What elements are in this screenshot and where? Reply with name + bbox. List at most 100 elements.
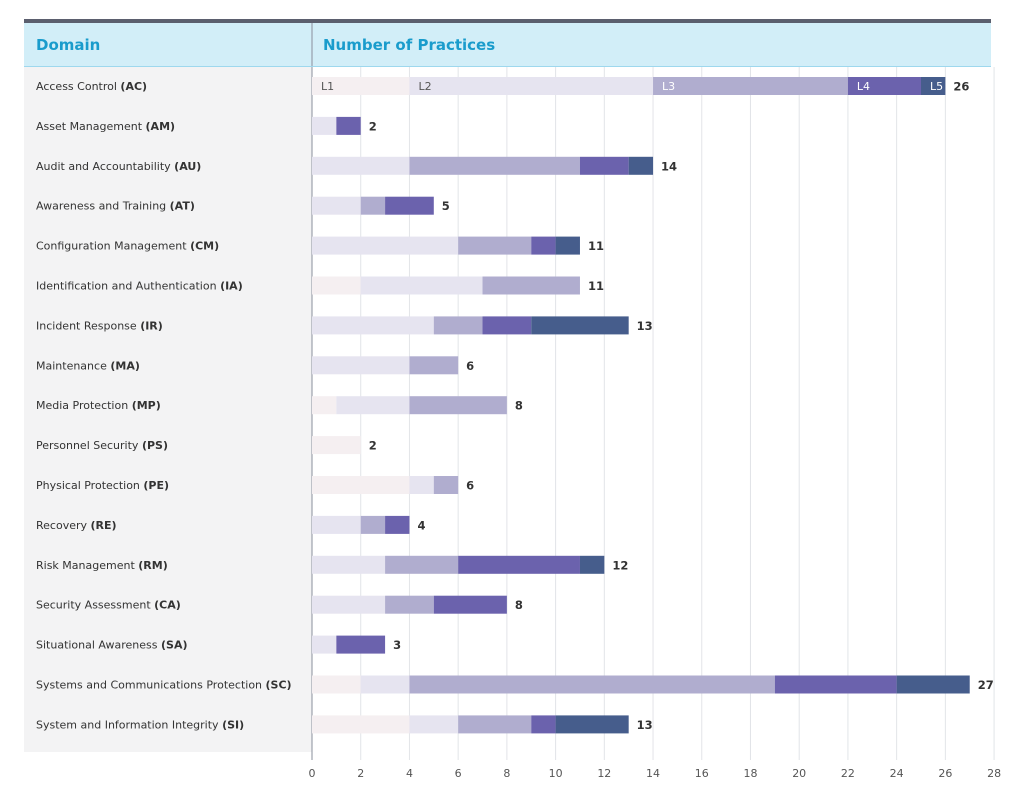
bar-segment-l2 <box>360 276 483 295</box>
bar-segment-l3 <box>409 356 459 375</box>
domain-label: System and Information Integrity (SI) <box>36 718 244 731</box>
x-tick-label: 28 <box>987 767 1001 780</box>
bar-segment-l3 <box>653 77 848 95</box>
domain-name: Security Assessment <box>36 599 154 612</box>
bar-segment-l5 <box>555 715 629 734</box>
domain-name: Audit and Accountability <box>36 160 174 173</box>
domain-name: Systems and Communications Protection <box>36 679 266 692</box>
x-tick-label: 22 <box>841 767 855 780</box>
bar-segment-l1 <box>312 396 337 415</box>
total-label: 13 <box>637 319 653 333</box>
bar-segment-l3 <box>433 476 459 494</box>
domain-row: Physical Protection (PE) 6 <box>36 476 474 494</box>
bar-segment-l1 <box>312 476 410 494</box>
domain-code: (PS) <box>142 439 168 452</box>
bar-segment-l2 <box>409 77 654 95</box>
bar-segment-l2 <box>312 196 361 215</box>
bar-segment-l2 <box>312 555 386 574</box>
bar-segment-l2 <box>312 515 361 534</box>
domain-label: Recovery (RE) <box>36 519 117 532</box>
x-tick-label: 0 <box>309 767 316 780</box>
domain-code: (PE) <box>143 479 169 492</box>
segment-label: L2 <box>418 80 431 93</box>
total-label: 8 <box>515 598 523 612</box>
domain-code: (CA) <box>154 599 181 612</box>
bar-segment-l5 <box>579 555 605 574</box>
bar-segment-l5 <box>921 77 946 95</box>
segment-label: L1 <box>321 80 334 93</box>
bar-segment-l2 <box>312 236 459 255</box>
x-tick-label: 12 <box>597 767 611 780</box>
domain-code: (AT) <box>170 200 195 213</box>
bar-segment-l4 <box>579 156 629 175</box>
segment-label: L4 <box>857 80 870 93</box>
bar-segment-l4 <box>531 236 556 255</box>
bar-segment-l4 <box>336 116 361 135</box>
x-tick-label: 24 <box>890 767 904 780</box>
x-tick-label: 26 <box>938 767 952 780</box>
bar-segment-l4 <box>336 635 386 654</box>
bar-segment-l3 <box>433 316 483 335</box>
domain-name: Configuration Management <box>36 240 190 253</box>
domain-label: Identification and Authentication (IA) <box>36 280 243 293</box>
domain-code: (SI) <box>222 718 244 731</box>
total-label: 26 <box>953 80 969 94</box>
bar-segment-l2 <box>336 396 410 415</box>
bar-segment-l4 <box>458 555 580 574</box>
domain-row: Maintenance (MA) 6 <box>36 356 474 375</box>
domain-label: Audit and Accountability (AU) <box>36 160 201 173</box>
bar-segment-l5 <box>531 316 629 335</box>
bar-segment-l3 <box>482 276 580 295</box>
domain-code: (AM) <box>146 120 176 133</box>
header-band <box>24 23 991 67</box>
total-label: 3 <box>393 638 401 652</box>
bar-segment-l3 <box>360 196 386 215</box>
domain-code: (IA) <box>220 280 243 293</box>
domain-name: Maintenance <box>36 359 110 372</box>
bar-segment-l3 <box>409 396 507 415</box>
x-tick-label: 10 <box>549 767 563 780</box>
total-label: 2 <box>369 439 377 453</box>
domain-row: Personnel Security (PS) 2 <box>36 436 377 455</box>
domain-name: Asset Management <box>36 120 146 133</box>
domain-code: (CM) <box>190 240 219 253</box>
bar-segment-l3 <box>385 595 434 614</box>
domain-name: Awareness and Training <box>36 200 170 213</box>
domain-name: Access Control <box>36 80 120 93</box>
bar-segment-l4 <box>531 715 556 734</box>
total-label: 13 <box>637 718 653 732</box>
domain-row: Access Control (AC) L1 L2 L3 L4 L5 26 <box>36 77 969 95</box>
domain-name: Media Protection <box>36 399 132 412</box>
total-label: 6 <box>466 479 474 493</box>
bar-segment-l3 <box>409 156 580 175</box>
total-label: 5 <box>442 199 450 213</box>
bar-segment-l2 <box>360 675 410 694</box>
domain-name: Situational Awareness <box>36 639 161 652</box>
domain-name: Physical Protection <box>36 479 143 492</box>
domain-row: Risk Management (RM) 12 <box>36 555 628 574</box>
domain-label: Incident Response (IR) <box>36 319 163 332</box>
bar-segment-l4 <box>385 196 434 215</box>
domain-label: Personnel Security (PS) <box>36 439 168 452</box>
domain-row: Audit and Accountability (AU) 14 <box>36 156 677 175</box>
total-label: 4 <box>417 518 425 532</box>
total-label: 8 <box>515 399 523 413</box>
total-label: 27 <box>978 678 994 692</box>
domain-row: Recovery (RE) 4 <box>36 515 425 534</box>
domain-label: Physical Protection (PE) <box>36 479 169 492</box>
bar-segment-l5 <box>555 236 580 255</box>
total-label: 11 <box>588 239 604 253</box>
domain-label: Access Control (AC) <box>36 80 147 93</box>
bar-segment-l1 <box>312 675 361 694</box>
total-label: 12 <box>612 558 628 572</box>
domain-row: Systems and Communications Protection (S… <box>36 675 994 694</box>
bar-segment-l2 <box>312 356 410 375</box>
bar-segment-l3 <box>360 515 386 534</box>
domain-row: Media Protection (MP) 8 <box>36 396 523 415</box>
x-tick-label: 14 <box>646 767 660 780</box>
domain-label: Systems and Communications Protection (S… <box>36 679 292 692</box>
bar-segment-l2 <box>312 116 337 135</box>
domain-code: (RE) <box>91 519 117 532</box>
x-tick-label: 6 <box>455 767 462 780</box>
